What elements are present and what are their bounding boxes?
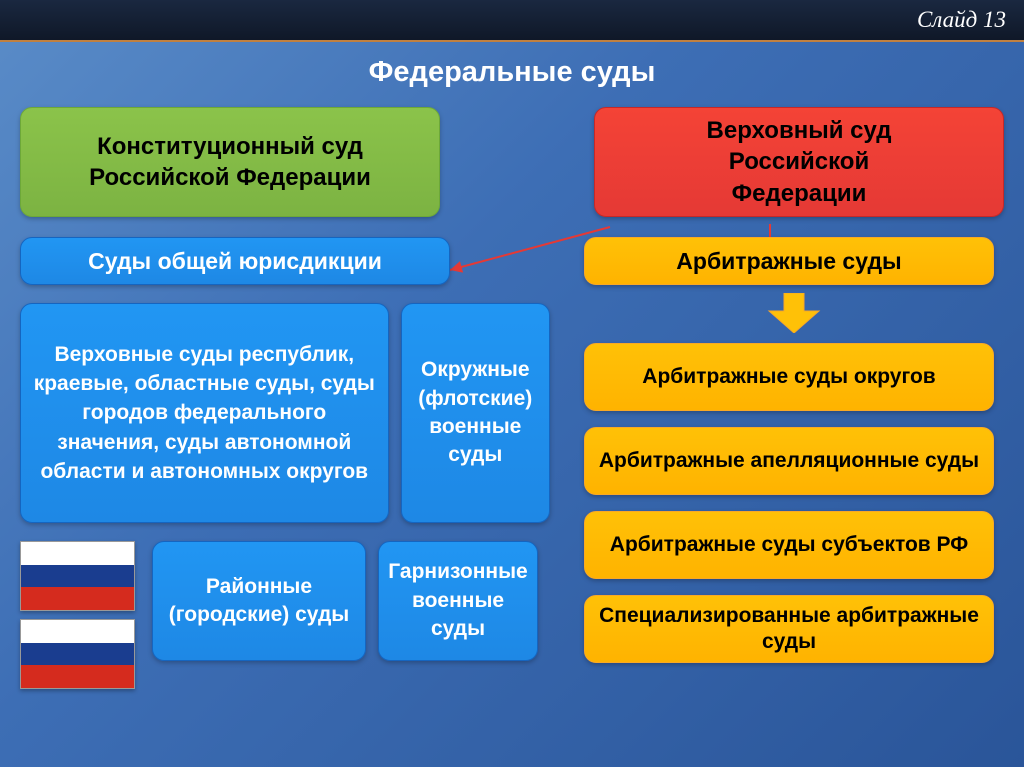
top-row: Конституционный суд Российской Федерации…	[20, 107, 1004, 217]
garrison-courts-label: Гарнизонные военные суды	[388, 558, 527, 643]
left-mid-row: Верховные суды республик, краевые, облас…	[20, 303, 550, 523]
general-jurisdiction-label: Суды общей юрисдикции	[88, 248, 382, 275]
left-bottom-row: Районные (городские) суды Гарнизонные во…	[20, 541, 550, 689]
left-column: Суды общей юрисдикции Верховные суды рес…	[20, 237, 550, 689]
main-title: Федеральные суды	[20, 56, 1004, 89]
arbitration-item-label: Арбитражные апелляционные суды	[599, 448, 979, 474]
slide-header: Слайд 13	[0, 0, 1024, 42]
constitutional-court-label: Конституционный суд Российской Федерации	[89, 131, 371, 193]
arbitration-item-box: Арбитражные апелляционные суды	[584, 427, 994, 495]
arbitration-category-box: Арбитражные суды	[584, 237, 994, 285]
district-courts-label: Районные (городские) суды	[163, 573, 355, 630]
arbitration-item-label: Арбитражные суды субъектов РФ	[610, 532, 968, 558]
slide-number: Слайд 13	[917, 7, 1006, 33]
columns: Суды общей юрисдикции Верховные суды рес…	[20, 237, 1004, 689]
arbitration-item-label: Арбитражные суды округов	[642, 364, 935, 390]
slide-content: Федеральные суды Конституционный суд Рос…	[0, 42, 1024, 767]
arbitration-item-box: Специализированные арбитражные суды	[584, 595, 994, 663]
arbitration-item-box: Арбитражные суды субъектов РФ	[584, 511, 994, 579]
flags	[20, 541, 140, 689]
military-district-box: Окружные (флотские) военные суды	[401, 303, 550, 523]
right-column: Арбитражные суды Арбитражные суды округо…	[584, 237, 1004, 689]
garrison-courts-box: Гарнизонные военные суды	[378, 541, 538, 661]
arbitration-category-label: Арбитражные суды	[676, 248, 901, 275]
general-jurisdiction-box: Суды общей юрисдикции	[20, 237, 450, 285]
down-arrow-icon	[584, 293, 1004, 333]
flag-icon	[20, 541, 135, 611]
military-district-label: Окружные (флотские) военные суды	[412, 356, 539, 469]
constitutional-court-box: Конституционный суд Российской Федерации	[20, 107, 440, 217]
arbitration-item-label: Специализированные арбитражные суды	[593, 603, 985, 656]
regional-courts-label: Верховные суды республик, краевые, облас…	[33, 340, 376, 487]
supreme-court-box: Верховный суд Российской Федерации	[594, 107, 1004, 217]
flag-icon	[20, 619, 135, 689]
regional-courts-box: Верховные суды республик, краевые, облас…	[20, 303, 389, 523]
supreme-court-label: Верховный суд Российской Федерации	[707, 115, 892, 209]
arbitration-item-box: Арбитражные суды округов	[584, 343, 994, 411]
district-courts-box: Районные (городские) суды	[152, 541, 366, 661]
